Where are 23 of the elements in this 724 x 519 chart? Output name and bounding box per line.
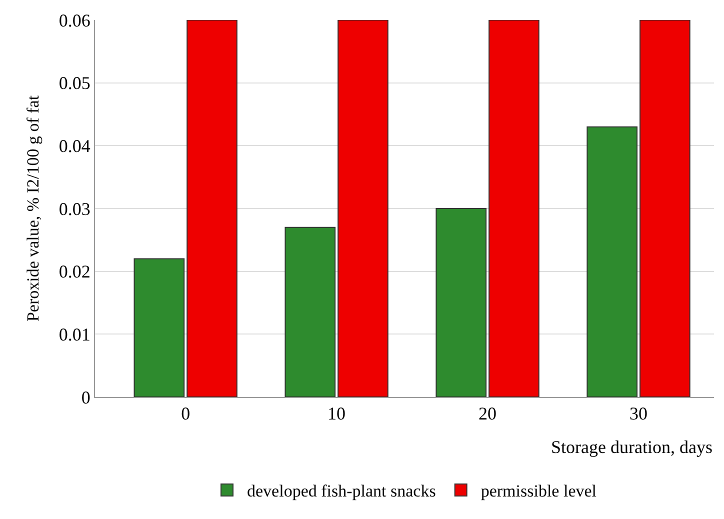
bar — [186, 20, 238, 397]
bar — [134, 258, 185, 397]
y-axis-title: Peroxide value, % I2/100 g of fat — [23, 95, 42, 322]
y-tick-label: 0.06 — [58, 10, 90, 30]
x-tick-label: 30 — [630, 404, 648, 424]
x-tick-label: 20 — [478, 404, 497, 424]
bar — [284, 226, 336, 397]
y-tick-label: 0.02 — [58, 262, 90, 282]
bar — [436, 208, 487, 397]
x-tick-label: 10 — [328, 404, 346, 424]
y-tick-label: 0 — [81, 387, 90, 408]
y-tick-label: 0.01 — [58, 324, 90, 344]
bar — [640, 20, 690, 397]
y-tick-label: 0.05 — [58, 73, 90, 94]
bar — [586, 126, 638, 397]
x-tick-label: 0 — [181, 404, 190, 424]
bar — [338, 20, 388, 397]
y-tick-label: 0.03 — [58, 198, 90, 219]
bar — [488, 20, 540, 397]
legend-label: permissible level — [480, 482, 597, 501]
y-tick-label: 0.04 — [58, 136, 90, 156]
x-axis-title: Storage duration, days — [551, 437, 712, 457]
legend-label: developed fish-plant snacks — [247, 482, 436, 501]
